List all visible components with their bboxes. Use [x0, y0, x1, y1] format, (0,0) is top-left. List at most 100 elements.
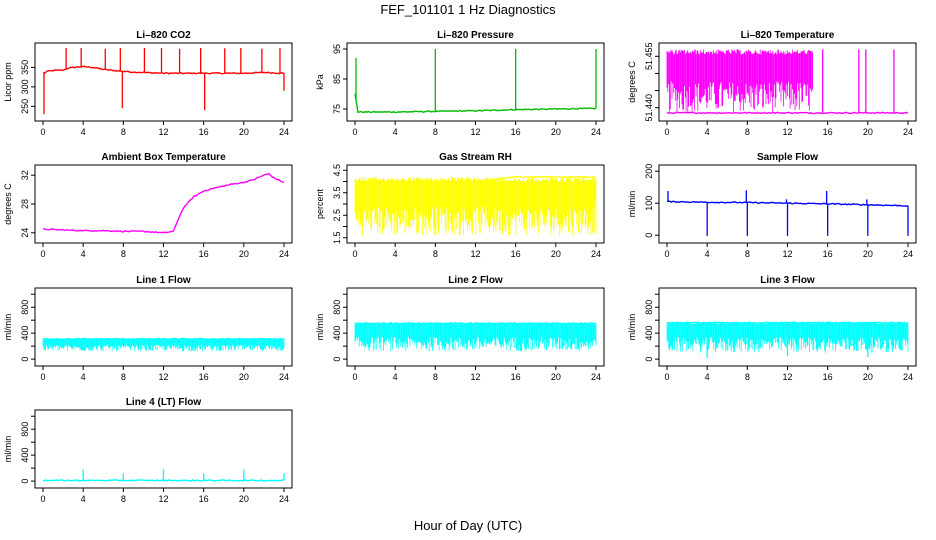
x-tick-label: 8 [433, 127, 438, 137]
plot-frame [34, 42, 293, 122]
data-band [354, 322, 597, 352]
y-axis-label: ml/min [3, 314, 13, 341]
data-layer [42, 172, 285, 234]
x-tick-label: 0 [352, 249, 357, 259]
x-tick-label: 20 [551, 127, 561, 137]
y-tick-label: 400 [20, 326, 30, 341]
data-series-line [355, 175, 597, 183]
x-tick-label: 24 [279, 249, 289, 259]
chart-panel-10: Line 4 (LT) Flow ml/min 0 4 8 12 16 20 24 0 400 800 [3, 397, 293, 504]
figure-x-axis-label: Hour of Day (UTC) [413, 518, 523, 533]
x-tick-label: 8 [121, 249, 126, 259]
data-layer [666, 321, 909, 358]
x-tick-label: 4 [393, 127, 398, 137]
x-tick-label: 16 [199, 249, 209, 259]
chart-title: Line 3 Flow [760, 275, 815, 286]
x-tick-label: 0 [352, 372, 357, 382]
data-layer [354, 175, 597, 236]
x-tick-label: 12 [470, 127, 480, 137]
x-tick-label: 0 [40, 127, 45, 137]
x-tick-label: 24 [279, 494, 289, 504]
x-tick-label: 16 [823, 127, 833, 137]
chart-panel-5: Gas Stream RH percent 0 4 8 12 16 20 24 1.5 2.5 3.5… [315, 152, 605, 259]
x-tick-label: 12 [158, 249, 168, 259]
y-tick-label: 51.455 [644, 43, 654, 71]
y-tick-label: 0 [20, 479, 30, 484]
y-tick-label: 3.5 [332, 186, 342, 199]
chart-title: Li–820 CO2 [136, 30, 191, 41]
y-tick-label: 32 [20, 170, 30, 180]
chart-title: Line 2 Flow [448, 275, 503, 286]
x-tick-label: 20 [551, 372, 561, 382]
y-tick-label: 300 [20, 79, 30, 94]
y-tick-label: 95 [332, 44, 342, 54]
x-tick-label: 8 [121, 127, 126, 137]
x-tick-label: 20 [863, 127, 873, 137]
x-tick-label: 24 [903, 127, 913, 137]
data-layer [42, 469, 285, 482]
x-tick-label: 16 [823, 249, 833, 259]
x-tick-label: 20 [863, 249, 873, 259]
data-layer [354, 322, 597, 352]
data-series-line [354, 93, 597, 114]
x-tick-label: 0 [664, 249, 669, 259]
x-tick-label: 20 [239, 249, 249, 259]
x-tick-label: 12 [782, 372, 792, 382]
chart-panel-9: Line 3 Flow ml/min 0 4 8 12 16 20 24 0 400 800 [627, 275, 917, 382]
x-tick-label: 12 [158, 127, 168, 137]
x-tick-label: 24 [279, 372, 289, 382]
x-tick-label: 24 [591, 372, 601, 382]
x-tick-label: 8 [745, 127, 750, 137]
x-tick-label: 16 [199, 127, 209, 137]
x-tick-label: 24 [903, 372, 913, 382]
x-tick-label: 16 [511, 249, 521, 259]
x-tick-label: 4 [705, 372, 710, 382]
x-tick-label: 0 [352, 127, 357, 137]
y-axis-label: degrees C [627, 61, 637, 103]
x-tick-label: 20 [239, 127, 249, 137]
chart-title: Li–820 Pressure [437, 30, 514, 41]
x-tick-label: 20 [239, 494, 249, 504]
data-layer [42, 337, 285, 352]
y-tick-label: 0 [644, 233, 654, 238]
y-tick-label: 51.440 [644, 94, 654, 122]
plot-frame [34, 164, 293, 244]
chart-title: Gas Stream RH [439, 152, 512, 163]
chart-panel-7: Line 1 Flow ml/min 0 4 8 12 16 20 24 0 400 800 [3, 275, 293, 382]
y-tick-label: 0 [644, 357, 654, 362]
x-tick-label: 24 [279, 127, 289, 137]
y-tick-label: 800 [644, 300, 654, 315]
x-tick-label: 16 [511, 372, 521, 382]
x-tick-label: 4 [393, 249, 398, 259]
y-axis-label: kPa [315, 74, 325, 90]
x-tick-label: 4 [393, 372, 398, 382]
x-tick-label: 12 [782, 249, 792, 259]
chart-panel-6: Sample Flow ml/min 0 4 8 12 16 20 24 0 100 200 [627, 152, 917, 259]
y-tick-label: 2.5 [332, 209, 342, 222]
x-tick-label: 8 [433, 372, 438, 382]
chart-panel-3: Li–820 Temperature degrees C 0 4 8 12 16 20 24 51… [627, 30, 917, 137]
data-layer [666, 49, 909, 115]
x-tick-label: 12 [158, 494, 168, 504]
x-tick-label: 8 [745, 372, 750, 382]
chart-panel-2: Li–820 Pressure kPa 0 4 8 12 16 20 24 75 85 95 [315, 30, 605, 137]
plot-frame [34, 287, 293, 367]
chart-panel-8: Line 2 Flow ml/min 0 4 8 12 16 20 24 0 400 800 [315, 275, 605, 382]
chart-title: Line 1 Flow [136, 275, 191, 286]
y-tick-label: 200 [644, 164, 654, 179]
x-tick-label: 24 [591, 127, 601, 137]
y-axis-label: Licor ppm [3, 62, 13, 102]
data-series-line [666, 111, 909, 115]
data-band [666, 49, 813, 113]
y-tick-label: 24 [20, 228, 30, 238]
y-tick-label: 800 [332, 300, 342, 315]
x-tick-label: 0 [664, 127, 669, 137]
x-tick-label: 12 [782, 127, 792, 137]
x-tick-label: 4 [705, 249, 710, 259]
y-axis-label: ml/min [3, 436, 13, 463]
y-tick-label: 28 [20, 199, 30, 209]
y-axis-label: ml/min [627, 191, 637, 218]
data-series-line [354, 322, 596, 325]
y-tick-label: 1.5 [332, 231, 342, 244]
y-axis-label: ml/min [315, 314, 325, 341]
